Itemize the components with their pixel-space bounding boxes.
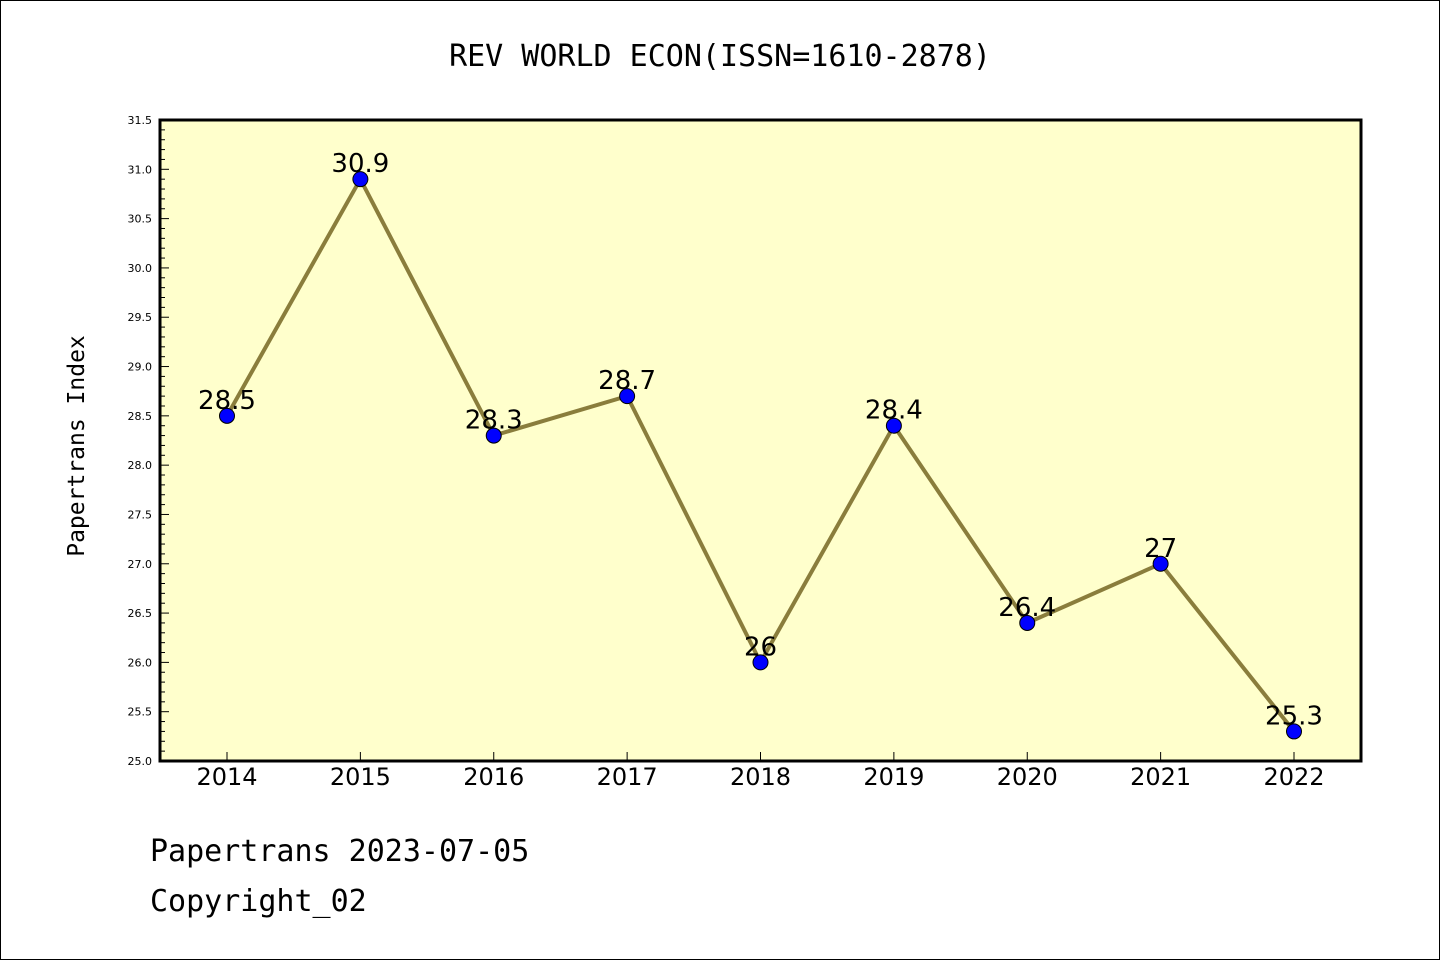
data-point-label: 28.3 bbox=[465, 406, 523, 436]
y-tick-label: 30.0 bbox=[128, 262, 153, 275]
data-point-marker bbox=[219, 407, 235, 424]
y-tick-label: 28.5 bbox=[128, 410, 153, 423]
x-tick-label: 2015 bbox=[330, 763, 391, 791]
y-tick-label: 26.5 bbox=[128, 607, 153, 620]
x-tick-label: 2019 bbox=[863, 763, 924, 791]
y-tick-label: 25.0 bbox=[128, 755, 153, 768]
footer-source-date: Papertrans 2023-07-05 bbox=[150, 834, 530, 869]
x-tick-label: 2021 bbox=[1130, 763, 1191, 791]
data-point-marker bbox=[1286, 723, 1302, 740]
data-point-label: 26 bbox=[744, 632, 777, 662]
y-tick-label: 25.5 bbox=[128, 706, 153, 719]
data-point-marker bbox=[1019, 614, 1036, 631]
x-tick-label: 2014 bbox=[196, 763, 257, 791]
data-point-label: 30.9 bbox=[331, 149, 389, 179]
chart-title: REV WORLD ECON(ISSN=1610-2878) bbox=[449, 39, 991, 74]
plot-border bbox=[158, 118, 1363, 763]
data-point-label: 25.3 bbox=[1265, 701, 1323, 731]
y-tick-label: 31.0 bbox=[128, 163, 153, 176]
y-tick-label: 27.0 bbox=[128, 558, 153, 571]
data-point-marker bbox=[352, 171, 369, 188]
x-tick-label: 2017 bbox=[597, 763, 658, 791]
x-axis-ticks: 2014 2015 2016 2017 2018 2019 2020 2021 2022 bbox=[196, 752, 1325, 791]
x-tick-label: 2018 bbox=[730, 763, 791, 791]
y-tick-label: 28.0 bbox=[128, 459, 153, 472]
data-point-label: 28.4 bbox=[865, 396, 923, 426]
x-tick-label: 2016 bbox=[463, 763, 524, 791]
data-point-marker bbox=[1152, 555, 1169, 572]
y-tick-label: 29.5 bbox=[128, 311, 153, 324]
y-tick-label: 29.0 bbox=[128, 361, 153, 374]
data-point-label: 26.4 bbox=[998, 593, 1056, 623]
y-tick-label: 26.0 bbox=[128, 656, 153, 669]
y-tick-label: 30.5 bbox=[128, 213, 153, 226]
data-point-label: 27 bbox=[1144, 534, 1177, 564]
data-point-marker bbox=[485, 427, 502, 444]
y-tick-label: 27.5 bbox=[128, 508, 153, 521]
data-point-marker bbox=[752, 654, 769, 671]
footer-copyright: Copyright_02 bbox=[150, 884, 367, 919]
data-markers bbox=[219, 171, 1302, 740]
data-point-marker bbox=[885, 417, 902, 434]
data-point-marker bbox=[619, 388, 636, 405]
y-axis-label: Papertrans Index bbox=[64, 335, 90, 557]
data-point-label: 28.5 bbox=[198, 386, 256, 416]
y-tick-label: 31.5 bbox=[128, 114, 153, 127]
data-point-label: 28.7 bbox=[598, 366, 656, 396]
x-tick-label: 2020 bbox=[997, 763, 1058, 791]
plot-area bbox=[160, 120, 1361, 761]
data-labels: 28.5 30.9 28.3 28.7 26 28.4 26.4 27 25.3 bbox=[198, 149, 1323, 731]
x-tick-label: 2022 bbox=[1263, 763, 1324, 791]
